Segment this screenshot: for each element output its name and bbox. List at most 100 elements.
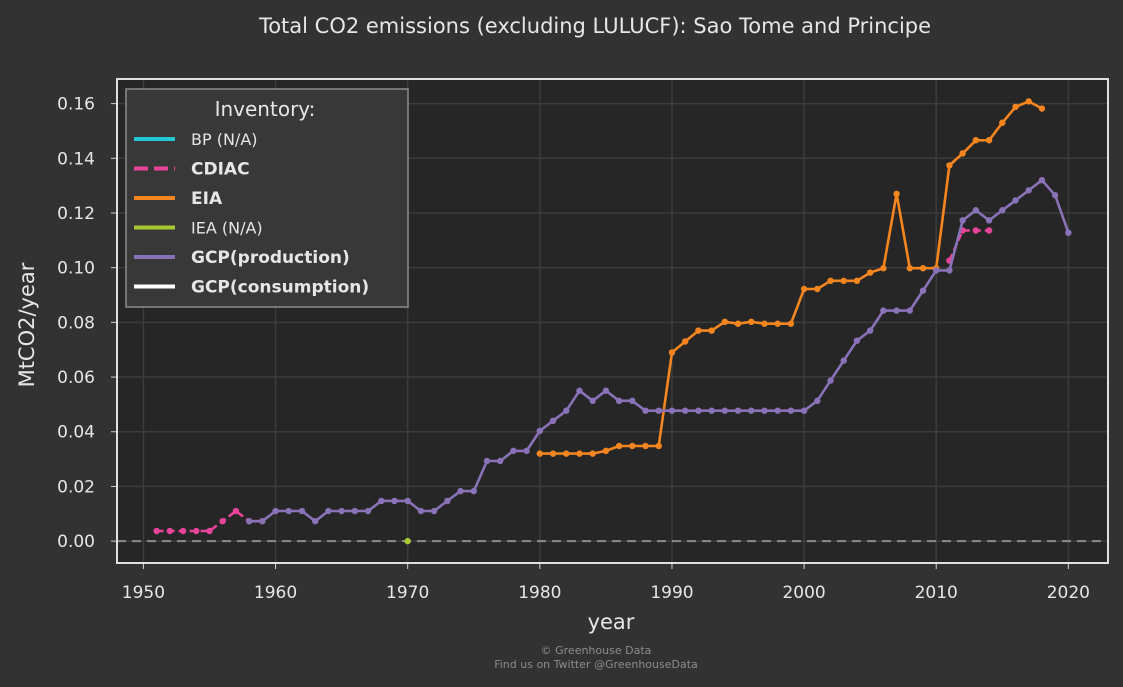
y-axis-label: MtCO2/year: [15, 262, 39, 387]
data-point-gcp-production: [695, 407, 702, 414]
data-point-gcp-production: [523, 447, 530, 455]
data-point-gcp-production: [919, 287, 927, 294]
data-point-gcp-production: [985, 217, 993, 224]
data-point-gcp-production: [404, 497, 411, 505]
y-tick-label: 0.12: [57, 204, 95, 224]
x-tick-label: 2010: [915, 583, 958, 603]
x-tick-label: 1990: [650, 583, 693, 603]
data-point-eia: [642, 442, 649, 450]
data-point-eia: [1038, 105, 1046, 112]
data-point-gcp-production: [946, 267, 953, 274]
data-point-gcp-production: [906, 307, 913, 314]
data-point-gcp-production: [787, 407, 795, 414]
data-point-cdiac: [206, 527, 213, 535]
data-point-gcp-production: [430, 507, 438, 515]
data-point-gcp-production: [285, 507, 292, 515]
x-tick-label: 1960: [254, 583, 297, 603]
data-point-gcp-production: [602, 387, 610, 394]
data-point-gcp-production: [880, 307, 887, 314]
data-point-eia: [906, 265, 913, 272]
data-point-eia: [866, 269, 874, 276]
data-point-gcp-production: [668, 407, 676, 414]
data-point-gcp-production: [827, 377, 834, 384]
legend-label-eia: EIA: [191, 189, 223, 209]
data-point-gcp-production: [496, 457, 504, 465]
chart-title: Total CO2 emissions (excluding LULUCF): …: [258, 14, 931, 38]
y-tick-label: 0.02: [57, 477, 95, 497]
data-point-eia: [748, 318, 755, 326]
data-point-gcp-production: [298, 507, 306, 515]
x-tick-label: 2000: [782, 583, 825, 603]
legend-label-iea-n-a: IEA (N/A): [191, 219, 263, 238]
data-point-eia: [708, 327, 715, 334]
data-point-eia: [880, 265, 887, 272]
data-point-eia: [734, 320, 742, 327]
data-point-gcp-production: [378, 497, 385, 505]
data-point-gcp-production: [364, 507, 372, 515]
data-point-eia: [668, 349, 676, 356]
data-point-cdiac: [193, 527, 200, 535]
legend-label-cdiac: CDIAC: [191, 160, 250, 180]
data-point-eia: [919, 265, 927, 272]
data-point-eia: [959, 150, 966, 157]
data-point-gcp-production: [576, 387, 583, 394]
legend-title: Inventory:: [215, 97, 316, 121]
data-point-gcp-production: [853, 337, 861, 344]
data-point-eia: [563, 450, 570, 457]
data-point-eia: [1025, 98, 1032, 105]
y-tick-label: 0.04: [57, 423, 95, 443]
data-point-gcp-production: [1051, 192, 1059, 199]
data-point-eia: [827, 277, 834, 285]
data-point-gcp-production: [391, 497, 398, 505]
data-point-gcp-production: [642, 407, 649, 414]
y-tick-label: 0.10: [57, 259, 95, 279]
legend: Inventory: BP (N/A) CDIAC EIA IEA (N/A) GCP(p…: [125, 88, 409, 308]
data-point-cdiac: [985, 227, 993, 234]
data-point-eia: [681, 338, 689, 345]
data-point-gcp-production: [351, 507, 359, 515]
axes-frame: [116, 78, 1109, 564]
data-point-gcp-production: [629, 397, 636, 405]
data-point-eia: [853, 277, 861, 285]
data-point-gcp-production: [259, 517, 266, 525]
data-point-eia: [1012, 103, 1019, 111]
y-tick-label: 0.14: [57, 149, 95, 169]
data-point-gcp-production: [245, 517, 253, 525]
data-point-gcp-production: [721, 407, 729, 414]
data-point-eia: [695, 327, 702, 334]
data-point-gcp-production: [1038, 176, 1046, 184]
data-point-gcp-production: [1012, 197, 1019, 204]
data-point-eia: [536, 450, 544, 457]
data-point-cdiac: [153, 527, 160, 535]
data-point-gcp-production: [734, 407, 742, 414]
data-point-eia: [761, 320, 768, 327]
data-point-eia: [985, 137, 993, 144]
legend-label-bp-n-a: BP (N/A): [191, 130, 258, 149]
data-point-eia: [787, 320, 795, 327]
data-point-gcp-production: [814, 397, 821, 405]
legend-label-gcp-production: GCP(production): [191, 248, 350, 268]
x-tick-label: 2020: [1047, 583, 1090, 603]
data-point-gcp-production: [933, 267, 940, 274]
credit-line-2: Find us on Twitter @GreenhouseData: [494, 658, 698, 671]
data-point-gcp-production: [893, 307, 900, 314]
data-point-eia: [615, 442, 623, 450]
data-point-gcp-production: [840, 357, 847, 364]
data-point-gcp-production: [312, 517, 319, 525]
data-point-eia: [576, 450, 583, 457]
data-point-gcp-production: [972, 207, 980, 214]
data-point-eia: [893, 190, 900, 198]
x-tick-label: 1980: [518, 583, 561, 603]
data-point-gcp-production: [325, 507, 332, 515]
y-tick-label: 0.16: [57, 95, 95, 115]
data-point-eia: [999, 119, 1006, 126]
data-point-gcp-production: [1065, 229, 1072, 236]
data-point-eia: [814, 285, 821, 293]
data-point-cdiac: [972, 227, 980, 234]
data-point-gcp-production: [510, 447, 517, 455]
data-point-gcp-production: [483, 457, 491, 465]
series-gcp-production: [245, 176, 1072, 525]
y-tick-label: 0.08: [57, 313, 95, 333]
data-point-cdiac: [232, 507, 240, 515]
